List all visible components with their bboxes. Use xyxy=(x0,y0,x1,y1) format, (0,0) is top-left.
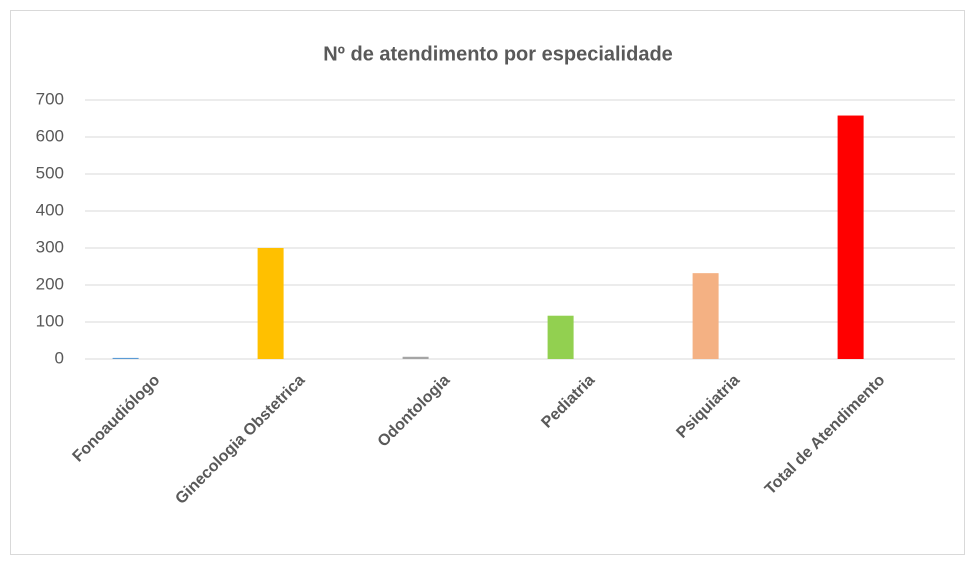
bar xyxy=(112,357,139,359)
y-tick-label: 0 xyxy=(55,348,64,367)
chart-title: Nº de atendimento por especialidade xyxy=(323,43,673,65)
y-tick-label: 200 xyxy=(36,274,64,293)
chart-frame xyxy=(10,10,965,555)
y-tick-label: 500 xyxy=(36,163,64,182)
y-tick-label: 300 xyxy=(36,237,64,256)
y-tick-label: 400 xyxy=(36,200,64,219)
y-tick-label: 600 xyxy=(36,126,64,145)
y-tick-label: 700 xyxy=(36,89,64,108)
bar xyxy=(837,115,864,359)
bar xyxy=(257,248,284,359)
bar xyxy=(402,356,429,359)
bar xyxy=(692,273,719,359)
y-tick-label: 100 xyxy=(36,311,64,330)
bar xyxy=(547,315,574,359)
